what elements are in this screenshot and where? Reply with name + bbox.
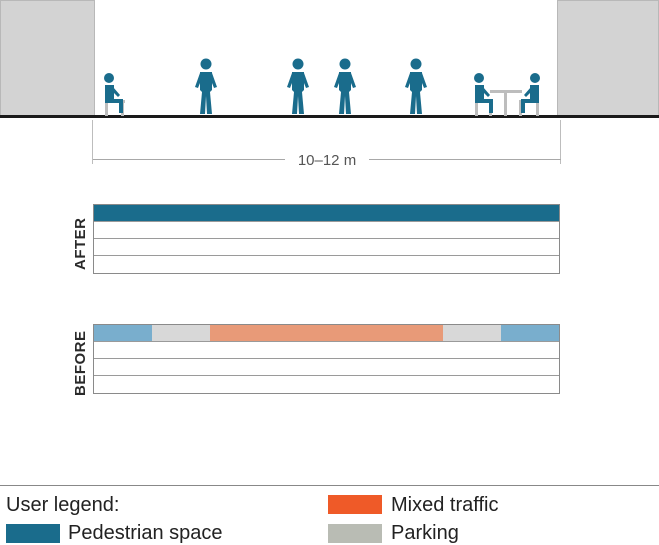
after-strip <box>93 204 560 274</box>
legend-swatch-pedestrian <box>6 524 60 543</box>
band-segment-pedestrian <box>94 325 153 341</box>
legend-swatch-parking <box>328 524 382 543</box>
before-band-mixed-use <box>94 325 559 342</box>
legend-label-mixed: Mixed traffic <box>391 494 499 516</box>
before-label: BEFORE <box>72 330 89 396</box>
left-building <box>0 0 95 116</box>
dimension-tick-right <box>560 120 561 164</box>
street-figures <box>104 58 540 116</box>
cafe-table-icon <box>474 73 540 116</box>
ground-line <box>0 115 659 118</box>
after-band-empty <box>94 239 559 256</box>
band-segment-mixed <box>210 325 443 341</box>
band-segment-parking <box>442 325 501 341</box>
walking-person-4-icon <box>405 58 427 114</box>
band-segment-pedestrian <box>500 325 559 341</box>
walking-person-2-icon <box>287 58 309 114</box>
right-building <box>557 0 659 116</box>
legend-label-pedestrian: Pedestrian space <box>68 522 223 544</box>
before-band-empty <box>94 342 559 359</box>
before-band-empty <box>94 359 559 376</box>
walking-person-3-icon <box>334 58 356 114</box>
band-segment-pedestrian <box>94 205 559 221</box>
band-segment-parking <box>152 325 211 341</box>
before-band-empty <box>94 376 559 393</box>
after-band-empty <box>94 222 559 239</box>
after-label: AFTER <box>72 217 89 271</box>
legend-divider <box>0 485 659 486</box>
legend-title: User legend: <box>6 494 120 516</box>
walking-person-1-icon <box>195 58 217 114</box>
seated-person-left-icon <box>104 73 125 116</box>
after-band-empty <box>94 256 559 273</box>
before-strip <box>93 324 560 394</box>
dimension-label: 10–12 m <box>285 152 369 169</box>
after-band-pedestrian <box>94 205 559 222</box>
dimension-tick-left <box>92 120 93 164</box>
legend-swatch-mixed <box>328 495 382 514</box>
legend-label-parking: Parking <box>391 522 459 544</box>
